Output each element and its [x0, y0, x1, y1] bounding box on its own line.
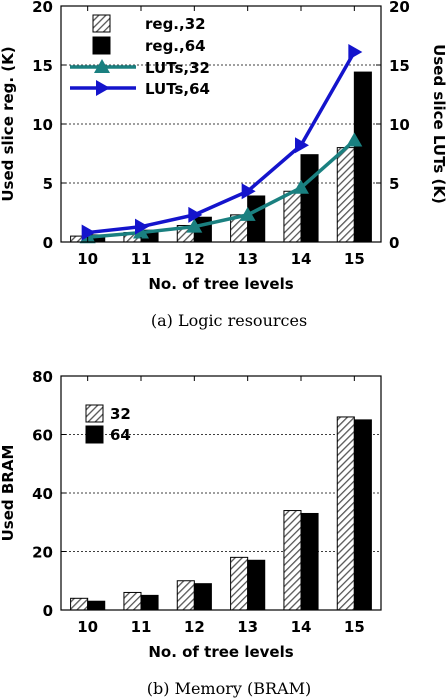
- x-tick-label: 15: [344, 618, 365, 636]
- point-LUTs32-15: [346, 132, 363, 147]
- bar-reg32-14: [283, 190, 302, 243]
- legend-swatch-64: [85, 425, 104, 444]
- x-tick-label: 12: [184, 618, 205, 636]
- y-axis-label: Used slice reg. (K): [0, 46, 17, 201]
- bar-reg64-14: [300, 154, 319, 243]
- x-tick-label: 11: [131, 250, 152, 268]
- legend-marker-luts32: [94, 59, 110, 73]
- point-LUTs64-12: [188, 206, 203, 223]
- y2-tick-label: 20: [389, 0, 410, 16]
- legend-label-64: 64: [110, 426, 131, 444]
- point-LUTs64-11: [135, 218, 149, 235]
- y-tick-label: 0: [43, 602, 53, 620]
- x-tick-label: 11: [131, 618, 152, 636]
- grid-lines: [61, 434, 381, 552]
- x-axis-label: No. of tree levels: [148, 275, 293, 293]
- x-axis-label: No. of tree levels: [148, 643, 293, 661]
- bar-reg32-15: [336, 147, 355, 243]
- y-axis-label: Used BRAM: [0, 445, 17, 542]
- y-tick-label: 20: [32, 0, 53, 16]
- legend-label-32: 32: [110, 405, 131, 423]
- bar-32-13: [230, 556, 249, 611]
- bar-32-11: [123, 591, 142, 611]
- bar-64-13: [247, 559, 266, 611]
- x-tick-label: 10: [77, 618, 98, 636]
- y-tick-label: 0: [43, 234, 53, 252]
- y-tick-label: 60: [32, 427, 53, 445]
- y-tick-label: 10: [32, 116, 53, 134]
- bar-32-10: [70, 597, 89, 611]
- point-LUTs32-11: [133, 224, 149, 239]
- legend-swatch-reg32: [92, 14, 111, 33]
- legend-marker-luts64: [96, 80, 110, 96]
- y2-tick-label: 10: [389, 116, 410, 134]
- point-LUTs64-14: [295, 137, 309, 154]
- legend-swatch-32: [85, 404, 104, 423]
- x-tick-label: 14: [291, 250, 312, 268]
- legend-label-reg32: reg.,32: [145, 15, 206, 33]
- legend: reg.,32 reg.,64 LUTs,32 LUTs,64: [70, 14, 210, 98]
- y-tick-label: 40: [32, 485, 53, 503]
- y-tick-label: 80: [32, 368, 53, 386]
- chart-logic-resources: 0 0 5 5 10 10 15 15 20 20 10 11 12 13 14 15 Used slice …: [0, 0, 446, 330]
- x-tick-label: 13: [237, 618, 258, 636]
- legend-swatch-reg64: [92, 36, 111, 55]
- point-LUTs32-14: [293, 179, 309, 194]
- bar-32-12: [176, 580, 195, 611]
- x-tick-label: 10: [77, 250, 98, 268]
- bar-64-15: [353, 419, 372, 611]
- legend-label-luts64: LUTs,64: [145, 80, 210, 98]
- y2-tick-label: 0: [389, 234, 399, 252]
- bar-64-11: [140, 594, 159, 611]
- bar-32-14: [283, 510, 302, 611]
- x-tick-label: 12: [184, 250, 205, 268]
- bar-64-10: [87, 600, 106, 611]
- y-tick-label: 5: [43, 175, 53, 193]
- legend-label-luts32: LUTs,32: [145, 59, 210, 77]
- point-LUTs64-13: [241, 183, 256, 200]
- bar-64-14: [300, 512, 319, 611]
- grid-lines: [61, 64, 381, 184]
- caption: (b) Memory (BRAM): [147, 679, 311, 698]
- point-LUTs64-15: [348, 44, 363, 61]
- x-tick-label: 13: [237, 250, 258, 268]
- ticks: 0 0 5 5 10 10 15 15 20 20 10 11 12 13 14 15: [32, 0, 410, 268]
- point-LUTs64-10: [81, 224, 96, 241]
- point-LUTs32-12: [186, 218, 203, 233]
- x-tick-label: 15: [344, 250, 365, 268]
- y-tick-label: 15: [32, 57, 53, 75]
- bar-64-12: [193, 583, 212, 611]
- legend: 32 64: [85, 404, 131, 444]
- y2-tick-label: 5: [389, 175, 399, 193]
- bar-reg64-15: [353, 71, 372, 243]
- legend-label-reg64: reg.,64: [145, 37, 206, 55]
- y-tick-label: 20: [32, 544, 53, 562]
- caption: (a) Logic resources: [151, 311, 307, 330]
- line-LUTs64: [87, 51, 356, 235]
- chart-memory-bram: 0 20 40 60 80 10 11 12 13 14 15 Used BRAM No. of t…: [0, 368, 382, 698]
- line-LUTs32: [87, 139, 356, 240]
- bars: [70, 416, 372, 611]
- line-series: [79, 44, 363, 244]
- y2-axis-label: Used slice LUTs (K): [430, 44, 446, 204]
- point-LUTs32-13: [239, 206, 256, 221]
- ticks: 0 20 40 60 80 10 11 12 13 14 15: [32, 368, 365, 636]
- y2-tick-label: 15: [389, 57, 410, 75]
- x-tick-label: 14: [291, 618, 312, 636]
- bar-32-15: [336, 416, 355, 611]
